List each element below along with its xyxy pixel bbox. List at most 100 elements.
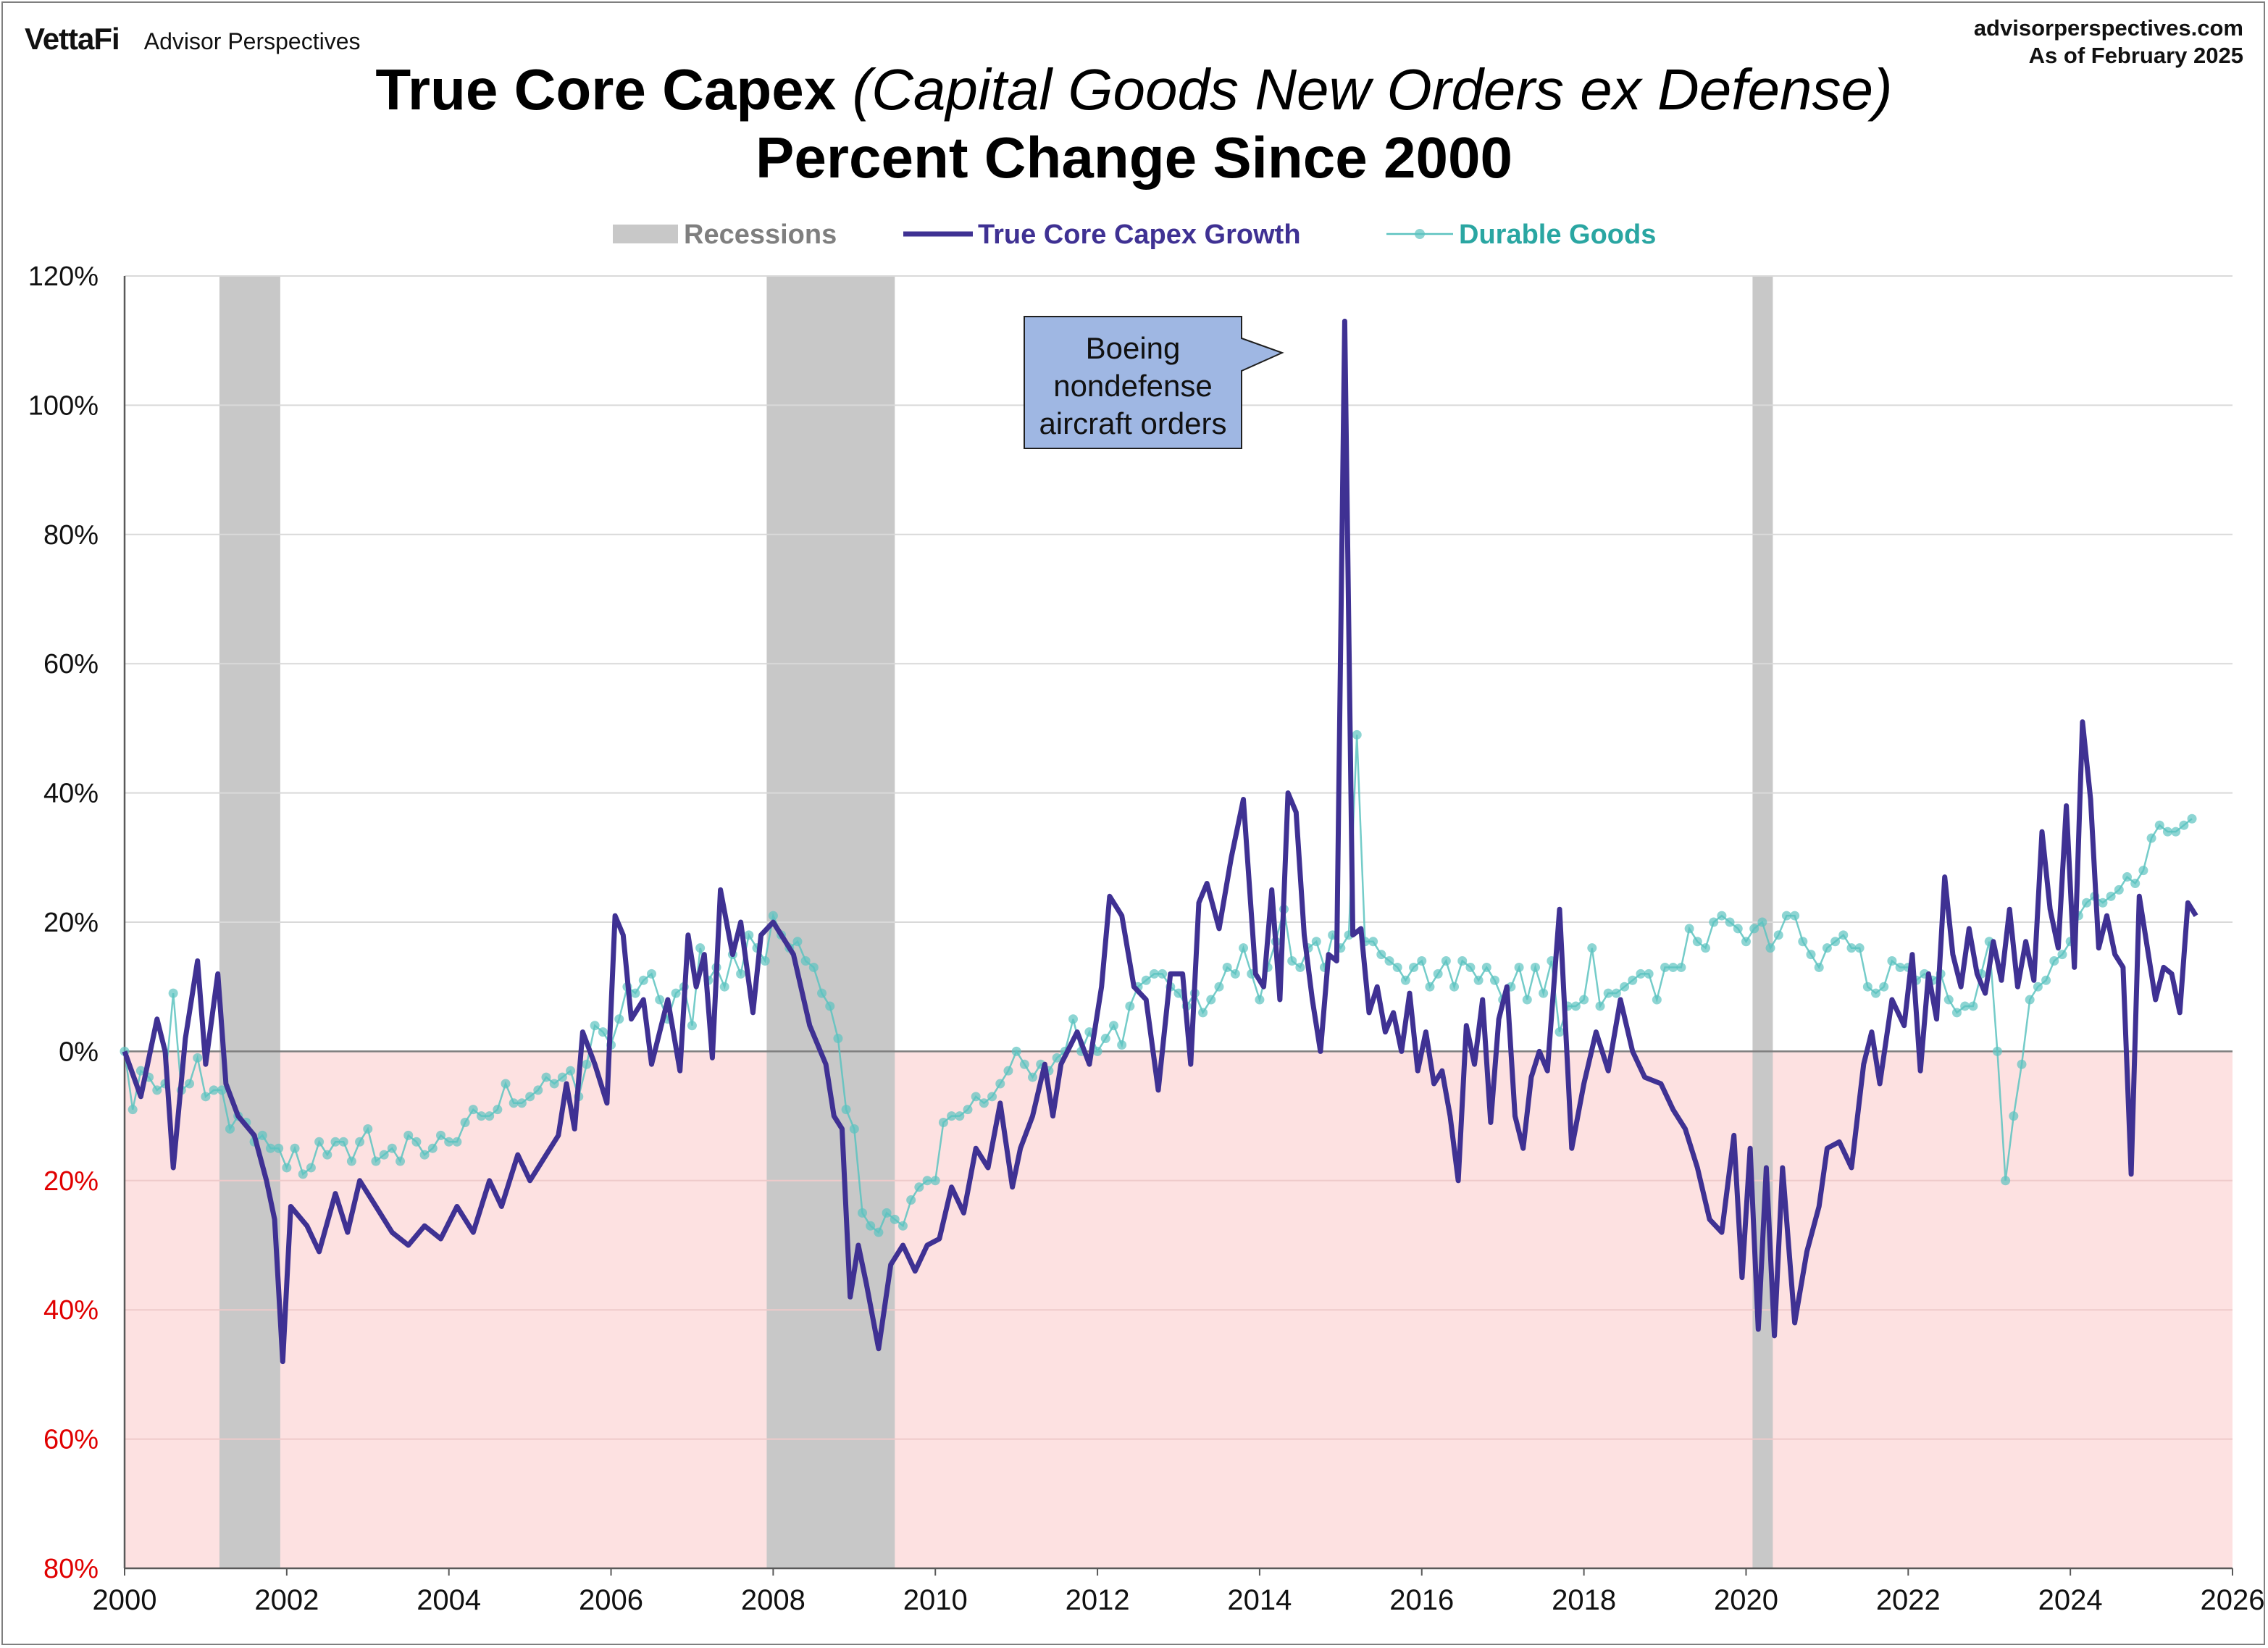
durable-goods-point (2017, 1059, 2027, 1069)
durable-goods-point (2001, 1176, 2011, 1186)
durable-goods-point (858, 1208, 867, 1218)
durable-goods-point (2171, 827, 2181, 837)
y-tick-label: 20% (43, 1166, 99, 1197)
durable-goods-point (2098, 898, 2108, 908)
durable-goods-point (1554, 1027, 1565, 1037)
durable-goods-point (1158, 969, 1168, 979)
durable-goods-point (403, 1130, 414, 1140)
durable-goods-point (1481, 962, 1491, 972)
durable-goods-point (338, 1137, 348, 1147)
durable-goods-point (1173, 988, 1184, 998)
durable-goods-point (1838, 930, 1849, 940)
durable-goods-point (1887, 956, 1897, 966)
durable-goods-point (525, 1092, 535, 1102)
y-tick-label: 20% (43, 908, 99, 938)
legend-recessions-label: Recessions (684, 219, 837, 250)
durable-goods-point (655, 995, 665, 1005)
durable-goods-point (1530, 962, 1540, 972)
durable-goods-point (792, 937, 803, 947)
durable-goods-point (346, 1156, 356, 1166)
chart-title-main: True Core Capex (375, 57, 837, 122)
durable-goods-point (419, 1150, 430, 1160)
durable-goods-point (1539, 988, 1549, 998)
durable-goods-point (833, 1034, 843, 1044)
durable-goods-point (371, 1156, 381, 1166)
durable-goods-point (2041, 975, 2051, 985)
durable-goods-point (1822, 943, 1832, 953)
durable-goods-point (1644, 969, 1654, 979)
durable-goods-point (314, 1137, 325, 1147)
durable-goods-point (290, 1143, 300, 1153)
durable-goods-point (1660, 962, 1670, 972)
durable-goods-point (1992, 1046, 2002, 1056)
durable-goods-point (460, 1118, 470, 1128)
durable-goods-point (298, 1169, 308, 1179)
vettafi-logo: VettaFi (25, 22, 120, 56)
durable-goods-point (436, 1130, 445, 1140)
durable-goods-point (1814, 962, 1824, 972)
durable-goods-point (1400, 975, 1410, 985)
x-tick-label: 2014 (1227, 1584, 1292, 1616)
chart-subtitle: Percent Change Since 2000 (756, 125, 1512, 190)
durable-goods-point (2154, 820, 2164, 830)
legend-durable-marker (1415, 229, 1425, 239)
durable-goods-point (1141, 975, 1151, 985)
durable-goods-point (1003, 1066, 1013, 1076)
durable-goods-point (549, 1079, 559, 1089)
durable-goods-point (1352, 729, 1362, 740)
durable-goods-point (671, 988, 681, 998)
durable-goods-point (1960, 1001, 1970, 1011)
durable-goods-point (1830, 937, 1841, 947)
durable-goods-point (387, 1143, 397, 1153)
durable-goods-point (2009, 1111, 2019, 1121)
durable-goods-point (1392, 962, 1402, 972)
durable-goods-point (1149, 969, 1159, 979)
durable-goods-point (1473, 975, 1484, 985)
durable-goods-point (2122, 872, 2132, 882)
durable-goods-point (979, 1098, 989, 1108)
durable-goods-point (396, 1156, 406, 1166)
durable-goods-point (363, 1124, 373, 1134)
durable-goods-point (768, 911, 778, 921)
durable-goods-point (1425, 982, 1435, 992)
durable-goods-point (1781, 911, 1791, 921)
annotation-callout-box (1024, 316, 1284, 449)
y-tick-label: 40% (43, 779, 99, 809)
durable-goods-point (1749, 924, 1759, 934)
durable-goods-point (1595, 1001, 1605, 1011)
durable-goods-point (1854, 943, 1865, 953)
durable-goods-point (963, 1105, 973, 1115)
durable-goods-point (1206, 995, 1216, 1005)
x-tick-label: 2004 (417, 1584, 481, 1616)
y-tick-label: 0% (59, 1037, 99, 1067)
durable-goods-point (800, 956, 811, 966)
y-tick-label: 80% (43, 520, 99, 551)
legend-durable-label: Durable Goods (1459, 219, 1656, 250)
durable-goods-point (1790, 911, 1800, 921)
annotation-text: Boeing (1086, 331, 1181, 365)
durable-goods-point (2025, 995, 2035, 1005)
durable-goods-point (947, 1111, 957, 1121)
durable-goods-point (1295, 962, 1305, 972)
durable-goods-point (274, 1143, 284, 1153)
y-tick-label: 80% (43, 1554, 99, 1584)
durable-goods-point (1449, 982, 1460, 992)
durable-goods-point (1757, 917, 1767, 927)
y-tick-label: 100% (28, 390, 99, 421)
durable-goods-point (1100, 1034, 1110, 1044)
durable-goods-point (760, 956, 770, 966)
durable-goods-point (1433, 969, 1443, 979)
durable-goods-point (922, 1176, 932, 1186)
brand-name: Advisor Perspectives (143, 28, 361, 54)
durable-goods-point (1230, 969, 1240, 979)
durable-goods-point (501, 1079, 511, 1089)
durable-goods-point (630, 988, 640, 998)
annotation-text: aircraft orders (1039, 406, 1226, 440)
durable-goods-point (638, 975, 648, 985)
durable-goods-point (1409, 962, 1419, 972)
y-tick-label: 40% (43, 1295, 99, 1326)
durable-goods-point (541, 1072, 551, 1082)
durable-goods-point (1862, 982, 1872, 992)
durable-goods-point (1019, 1059, 1029, 1069)
durable-goods-point (971, 1092, 981, 1102)
